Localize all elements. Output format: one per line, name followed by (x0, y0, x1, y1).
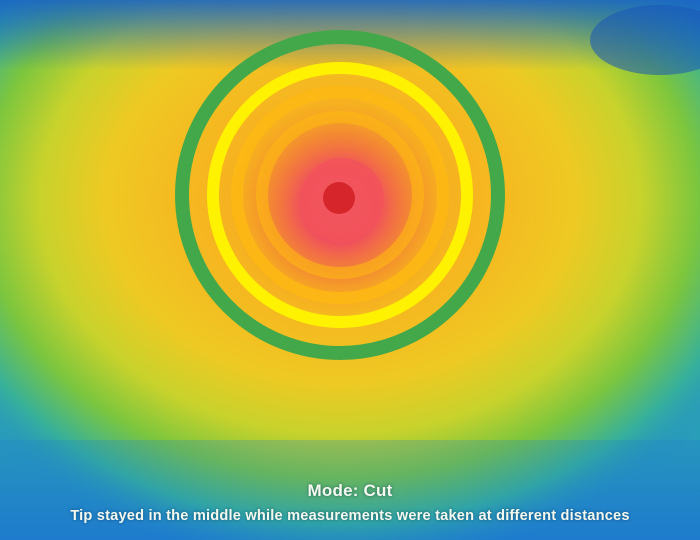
mode-caption: Mode: Cut (307, 481, 393, 500)
outer-ring-green (175, 30, 505, 360)
note-caption: Tip stayed in the middle while measureme… (70, 508, 630, 524)
tip-center-dot (323, 182, 355, 214)
inner-ring-orange-1 (231, 86, 449, 304)
distance-rings (175, 30, 505, 360)
middle-ring-yellow (207, 62, 473, 328)
inner-ring-orange-2 (256, 111, 424, 279)
